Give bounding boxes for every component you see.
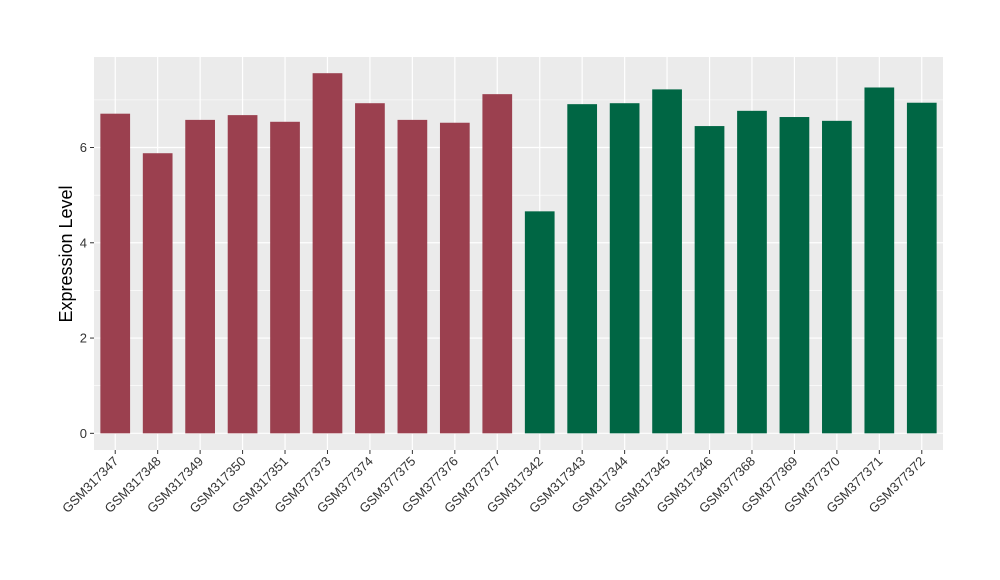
y-tick-label: 0	[80, 426, 87, 441]
bar-GSM377368	[737, 110, 767, 434]
bar-GSM317348	[142, 153, 173, 434]
bar-GSM377377	[482, 94, 513, 434]
y-tick-label: 2	[80, 331, 87, 346]
bar-GSM317351	[270, 121, 300, 434]
y-tick-label: 4	[80, 235, 87, 250]
bars	[100, 73, 937, 434]
bar-GSM377369	[779, 117, 810, 434]
bar-GSM377375	[397, 119, 428, 434]
bar-GSM317345	[652, 89, 682, 434]
bar-GSM317349	[185, 119, 215, 434]
x-axis: GSM317347GSM317348GSM317349GSM317350GSM3…	[59, 450, 928, 516]
bar-GSM317343	[567, 104, 598, 434]
bar-GSM377371	[864, 87, 895, 434]
bar-GSM377374	[355, 103, 385, 434]
y-axis-title: Expression Level	[56, 185, 76, 322]
plot-background	[94, 57, 943, 450]
bar-GSM317347	[100, 113, 131, 434]
bar-GSM377370	[822, 120, 852, 434]
bar-GSM317350	[227, 115, 258, 434]
bar-GSM317344	[609, 103, 640, 434]
y-tick-label: 6	[80, 140, 87, 155]
bar-GSM317346	[694, 126, 725, 434]
bar-GSM377373	[312, 73, 343, 434]
bar-GSM317342	[524, 211, 555, 434]
bar-GSM377376	[439, 122, 470, 434]
y-axis: 0 2 4 6	[80, 140, 94, 441]
bar-GSM377372	[906, 102, 937, 434]
